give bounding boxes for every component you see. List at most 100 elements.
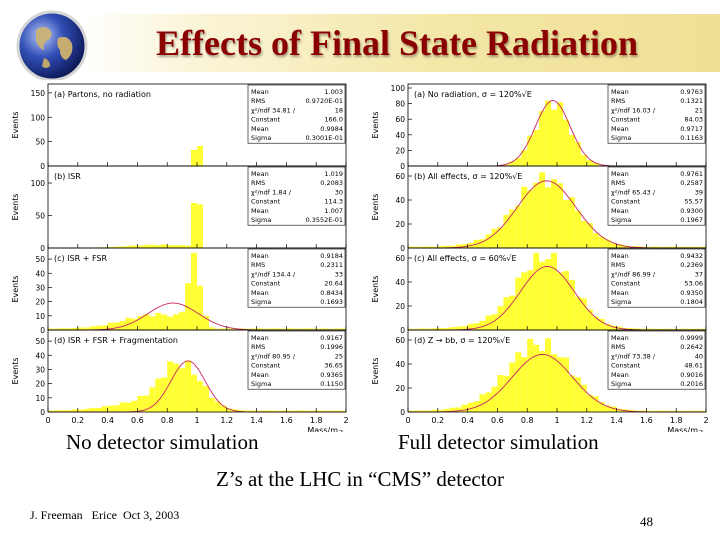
- panel-label: (a) Partons, no radiation: [54, 90, 151, 99]
- stats-value: 0.2311: [320, 261, 343, 269]
- y-tick-label: 20: [395, 220, 405, 229]
- histogram-bar: [191, 149, 197, 166]
- histogram-bar: [419, 246, 426, 248]
- histogram-bar: [208, 398, 215, 412]
- x-axis-label-subscript: Z: [339, 430, 343, 432]
- stats-key: Mean: [251, 334, 269, 342]
- histogram-bar: [232, 328, 239, 330]
- y-tick-label: 50: [35, 337, 45, 346]
- histogram-bar: [664, 328, 671, 330]
- stats-key: Sigma: [251, 134, 271, 142]
- stats-value: 0.1321: [680, 97, 703, 105]
- stats-value: 25: [335, 352, 343, 360]
- histogram-bar: [682, 246, 689, 248]
- stats-key: Constant: [611, 280, 641, 288]
- histogram-bar: [670, 328, 677, 330]
- histogram-bar: [65, 328, 72, 330]
- y-axis-label: Events: [11, 193, 20, 220]
- histogram-bar: [491, 314, 498, 330]
- histogram-bar: [83, 408, 90, 412]
- slide-title: Effects of Final State Radiation: [156, 23, 638, 63]
- stats-box: [607, 166, 706, 226]
- stats-key: Mean: [251, 88, 269, 96]
- y-tick-label: 0: [40, 244, 45, 253]
- histogram-bar: [670, 246, 677, 248]
- histogram-bar: [497, 306, 504, 330]
- panel-label: (d) Z → bb, σ = 120%√E: [414, 336, 510, 345]
- histogram-bar: [616, 408, 623, 412]
- stats-value: 0.2369: [680, 261, 703, 269]
- histogram-bar: [521, 150, 528, 166]
- histogram-bar: [408, 246, 414, 248]
- stats-value: 0.9984: [320, 125, 343, 133]
- histogram-bar: [95, 408, 102, 412]
- stats-key: Mean: [251, 125, 269, 133]
- stats-key: Constant: [251, 116, 281, 124]
- histogram-bar: [226, 328, 233, 330]
- stats-value: 36.65: [324, 362, 343, 370]
- histogram-bar: [539, 110, 546, 166]
- histogram-bar: [503, 297, 510, 330]
- histogram-bar: [509, 362, 516, 412]
- y-tick-label: 40: [35, 269, 45, 278]
- histogram-bar: [155, 378, 162, 412]
- histogram-bar: [274, 410, 281, 412]
- histogram-bar: [527, 135, 534, 166]
- stats-value: 55.57: [684, 198, 703, 206]
- stats-key: χ²/ndf 16.03 /: [611, 106, 656, 114]
- stats-box: [247, 248, 346, 308]
- title-band: [80, 14, 720, 72]
- histogram-bar: [545, 187, 552, 248]
- stats-key: Mean: [251, 170, 269, 178]
- panel-label: (a) No radiation, σ = 120%√E: [414, 90, 532, 99]
- histogram-bar: [515, 352, 522, 412]
- y-tick-label: 0: [400, 162, 405, 171]
- panel-label: (d) ISR + FSR + Fragmentation: [54, 336, 178, 345]
- histogram-bar: [604, 405, 611, 412]
- histogram-bar: [419, 328, 426, 330]
- stats-key: Sigma: [611, 380, 631, 388]
- histogram-bar: [298, 328, 305, 330]
- histogram-bar: [143, 314, 150, 330]
- histogram-bar: [568, 134, 575, 166]
- histogram-bar: [137, 245, 144, 248]
- histogram-bar: [592, 163, 599, 166]
- histogram-bar: [125, 245, 132, 248]
- histogram-bar: [262, 328, 269, 330]
- histogram-bar: [658, 410, 665, 412]
- histogram-bar: [256, 328, 263, 330]
- histogram-bar: [77, 409, 84, 412]
- histogram-bar: [262, 410, 269, 412]
- stats-value: 20.64: [324, 280, 343, 288]
- histogram-bar: [646, 328, 653, 330]
- y-axis-label: Events: [371, 357, 380, 384]
- histogram-bar: [214, 328, 221, 330]
- histogram-bar: [521, 272, 528, 330]
- histogram-bar: [557, 183, 563, 248]
- histogram-bar: [503, 164, 510, 166]
- histogram-bar: [214, 401, 221, 412]
- histogram-bar: [83, 327, 90, 330]
- histogram-bar: [700, 410, 706, 412]
- histogram-bar: [179, 368, 186, 412]
- y-tick-label: 0: [400, 408, 405, 417]
- y-tick-label: 0: [400, 326, 405, 335]
- histogram-bar: [185, 245, 192, 248]
- panel-label: (c) ISR + FSR: [54, 254, 108, 263]
- x-tick-label: 1.6: [280, 416, 293, 425]
- histogram-bar: [586, 309, 593, 330]
- stats-value: 48.61: [684, 362, 703, 370]
- y-axis-label: Events: [11, 111, 20, 138]
- x-axis-label: Mass/m: [667, 426, 698, 432]
- histogram-bar: [137, 315, 144, 330]
- histogram-bar: [479, 239, 486, 248]
- histogram-bar: [485, 392, 492, 412]
- histogram-bar: [286, 328, 293, 330]
- stats-value: 30: [335, 188, 343, 196]
- stats-key: Mean: [611, 252, 629, 260]
- stats-value: 0.9167: [320, 334, 343, 342]
- y-tick-label: 0: [400, 244, 405, 253]
- histogram-bar: [455, 326, 462, 330]
- histogram-bar: [539, 172, 546, 248]
